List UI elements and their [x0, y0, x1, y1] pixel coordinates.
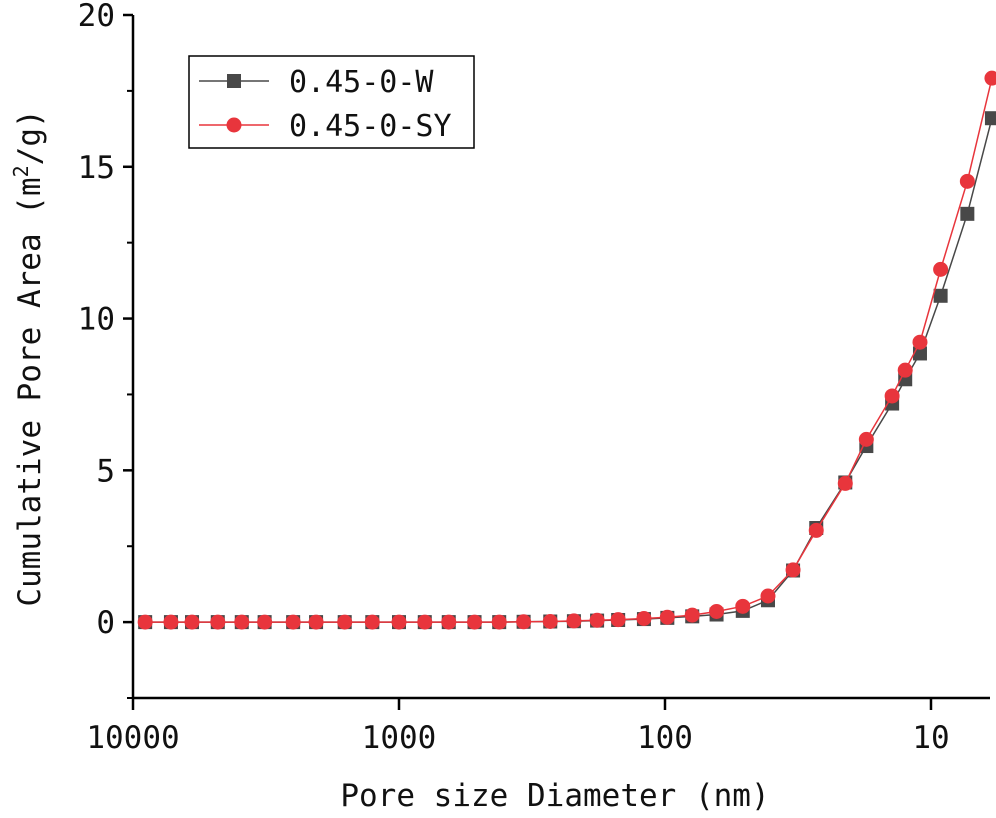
- data-point: [785, 562, 801, 578]
- y-tick-label: 20: [78, 0, 115, 34]
- data-point: [364, 614, 380, 630]
- data-point: [589, 612, 605, 628]
- y-axis-title: Cumulative Pore Area (m2/g): [9, 109, 48, 606]
- x-tick-label: 10000: [86, 720, 179, 756]
- y-axis-title-main: Cumulative Pore Area (m: [12, 177, 48, 606]
- data-point: [984, 111, 996, 126]
- data-point: [933, 288, 948, 303]
- data-point: [897, 362, 913, 378]
- data-point: [735, 598, 751, 614]
- y-tick-label: 15: [78, 150, 115, 186]
- axes: 0 5 10 15 20 10000 1000 100 10: [78, 0, 990, 756]
- x-tick-label: 100: [637, 720, 693, 756]
- data-point: [610, 612, 626, 628]
- data-point: [858, 431, 874, 447]
- data-point: [285, 614, 301, 630]
- data-point: [959, 173, 975, 189]
- data-point: [933, 261, 949, 277]
- series-layer: [137, 70, 996, 630]
- legend-label: 0.45-0-SY: [289, 109, 452, 144]
- y-tick-label: 0: [96, 605, 115, 641]
- data-point: [709, 603, 725, 619]
- data-point: [516, 614, 532, 630]
- series-line: [145, 118, 993, 623]
- data-point: [636, 610, 652, 626]
- x-tick-label: 1000: [362, 720, 437, 756]
- data-point: [163, 614, 179, 630]
- data-point: [184, 614, 200, 630]
- legend-marker-circle: [226, 117, 242, 133]
- data-point: [308, 614, 324, 630]
- series-0.45-0-W: [138, 111, 996, 630]
- data-point: [337, 614, 353, 630]
- data-point: [210, 614, 226, 630]
- y-axis-title-sup: 2: [9, 165, 33, 177]
- data-point: [391, 614, 407, 630]
- data-point: [417, 614, 433, 630]
- data-point: [837, 475, 853, 491]
- data-point: [884, 388, 900, 404]
- legend: 0.45-0-W 0.45-0-SY: [188, 55, 475, 149]
- series-line: [145, 77, 993, 623]
- data-point: [760, 588, 776, 604]
- legend-box: [188, 55, 475, 149]
- y-tick-label: 10: [78, 302, 115, 338]
- y-tick-label: 5: [96, 453, 115, 489]
- data-point: [659, 609, 675, 625]
- data-point: [234, 614, 250, 630]
- data-point: [566, 613, 582, 629]
- data-point: [137, 614, 153, 630]
- legend-marker-square: [227, 74, 241, 88]
- data-point: [542, 614, 558, 630]
- data-point: [257, 614, 273, 630]
- data-point: [912, 334, 928, 350]
- legend-label: 0.45-0-W: [289, 65, 434, 100]
- data-point: [491, 614, 507, 630]
- data-point: [467, 614, 483, 630]
- series-0.45-0-SY: [137, 70, 996, 630]
- data-point: [808, 522, 824, 538]
- data-point: [684, 607, 700, 623]
- data-point: [984, 70, 996, 86]
- data-point: [441, 614, 457, 630]
- x-tick-label: 10: [912, 720, 949, 756]
- data-point: [960, 206, 975, 221]
- y-axis-title-tail: /g): [12, 109, 48, 165]
- x-axis-title: Pore size Diameter (nm): [340, 778, 769, 814]
